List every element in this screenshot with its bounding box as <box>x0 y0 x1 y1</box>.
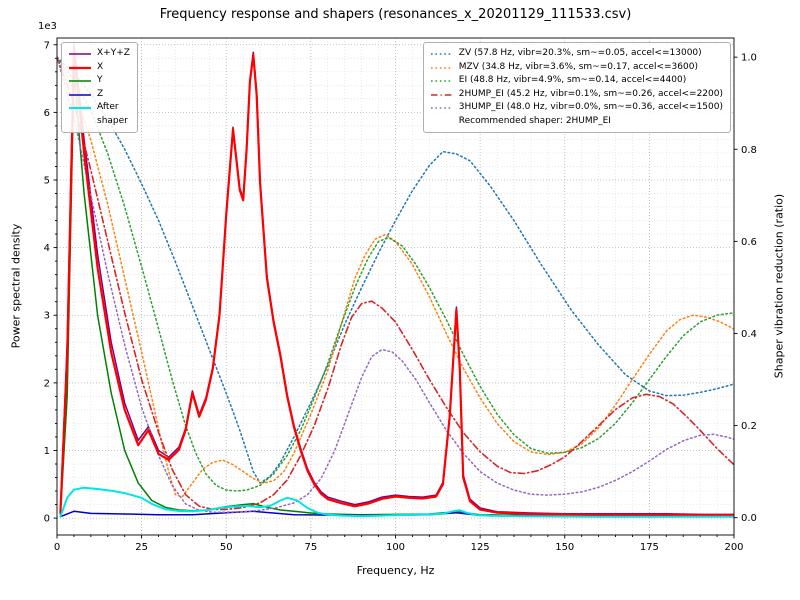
legend-item: After shaper <box>68 101 130 128</box>
x-tick-label: 150 <box>555 542 574 553</box>
legend-item: X+Y+Z <box>68 47 130 61</box>
y-right-tick-label: 0.8 <box>741 145 757 156</box>
y-axis-label-right: Shaper vibration reduction (ratio) <box>772 193 786 379</box>
x-tick-label: 75 <box>305 542 318 553</box>
y-right-tick-label: 0.4 <box>741 329 757 340</box>
legend-label: 2HUMP_EI (45.2 Hz, vibr=0.1%, sm~=0.26, … <box>458 88 723 99</box>
series-2HUMP_EI <box>57 56 734 511</box>
legend-line-sample <box>430 107 453 109</box>
series-X <box>59 50 734 517</box>
y-axis-offset-label: 1e3 <box>38 21 57 32</box>
legend-label: X+Y+Z <box>97 48 130 58</box>
series-After-shaper <box>59 486 734 518</box>
legend-line-sample <box>430 80 453 82</box>
legend-item: 3HUMP_EI (48.0 Hz, vibr=0.0%, sm~=0.36, … <box>430 101 723 115</box>
x-tick-label: 0 <box>54 542 60 553</box>
legend-label: Z <box>97 88 104 99</box>
series-ZV <box>57 56 734 484</box>
legend-line-sample <box>69 80 91 82</box>
y-left-tick-label: 3 <box>44 311 50 322</box>
series-MZV <box>57 56 734 498</box>
y-right-tick-label: 0.0 <box>741 513 757 524</box>
x-tick-label: 175 <box>640 542 659 553</box>
legend-psd: X+Y+Z X Y Z After shaper <box>61 42 138 133</box>
chart-title: Frequency response and shapers (resonanc… <box>159 7 632 22</box>
x-axis-label: Frequency, Hz <box>356 564 435 577</box>
y-left-tick-label: 1 <box>44 446 50 457</box>
y-axis-label-left: Power spectral density <box>9 223 23 349</box>
legend-line-sample <box>69 53 91 55</box>
legend-item: ZV (57.8 Hz, vibr=20.3%, sm~=0.05, accel… <box>430 47 723 61</box>
x-tick-label: 50 <box>220 542 233 553</box>
legend-label: Y <box>97 75 103 85</box>
legend-line-sample <box>69 93 91 96</box>
x-tick-label: 25 <box>135 542 148 553</box>
legend-shapers: ZV (57.8 Hz, vibr=20.3%, sm~=0.05, accel… <box>422 42 731 133</box>
legend-item: 2HUMP_EI (45.2 Hz, vibr=0.1%, sm~=0.26, … <box>430 88 723 102</box>
tick-labels: 0 25 50 75 100 125 150 175 200 0 1 2 3 4 5 6 7 0.0 0.2 0.4 0… <box>44 40 757 553</box>
y-left-tick-label: 2 <box>44 378 50 389</box>
legend-line-sample <box>69 107 91 109</box>
legend-line-sample <box>430 93 453 96</box>
y-left-tick-label: 0 <box>44 514 50 525</box>
legend-item: X <box>68 61 130 75</box>
recommended-shaper-note: Recommended shaper: 2HUMP_EI <box>458 115 611 126</box>
y-left-tick-label: 5 <box>44 176 50 187</box>
legend-line-sample <box>430 66 453 69</box>
series-EI <box>57 56 734 492</box>
x-tick-label: 125 <box>471 542 490 553</box>
legend-item: Z <box>68 88 130 102</box>
legend-item: MZV (34.8 Hz, vibr=3.6%, sm~=0.17, accel… <box>430 61 723 75</box>
legend-line-sample <box>69 66 91 69</box>
legend-label: ZV (57.8 Hz, vibr=20.3%, sm~=0.05, accel… <box>458 48 702 58</box>
legend-line-sample <box>430 53 453 55</box>
legend-label: X <box>97 61 104 72</box>
y-right-tick-label: 0.6 <box>741 237 757 248</box>
y-right-tick-label: 1.0 <box>741 53 757 64</box>
y-right-tick-label: 0.2 <box>741 421 757 432</box>
legend-label: 3HUMP_EI (48.0 Hz, vibr=0.0%, sm~=0.36, … <box>458 102 723 112</box>
ticks <box>53 44 738 539</box>
x-tick-label: 200 <box>724 542 743 553</box>
y-left-tick-label: 6 <box>44 108 50 119</box>
legend-item: Y <box>68 74 130 88</box>
y-left-tick-label: 4 <box>44 243 50 254</box>
legend-item: EI (48.8 Hz, vibr=4.9%, sm~=0.14, accel<… <box>430 74 723 88</box>
legend-label: EI (48.8 Hz, vibr=4.9%, sm~=0.14, accel<… <box>458 75 687 85</box>
legend-label: After shaper <box>97 102 128 126</box>
x-tick-label: 100 <box>386 542 405 553</box>
series-Y <box>59 71 734 517</box>
y-left-tick-label: 7 <box>44 40 50 51</box>
legend-label: MZV (34.8 Hz, vibr=3.6%, sm~=0.17, accel… <box>458 61 698 72</box>
